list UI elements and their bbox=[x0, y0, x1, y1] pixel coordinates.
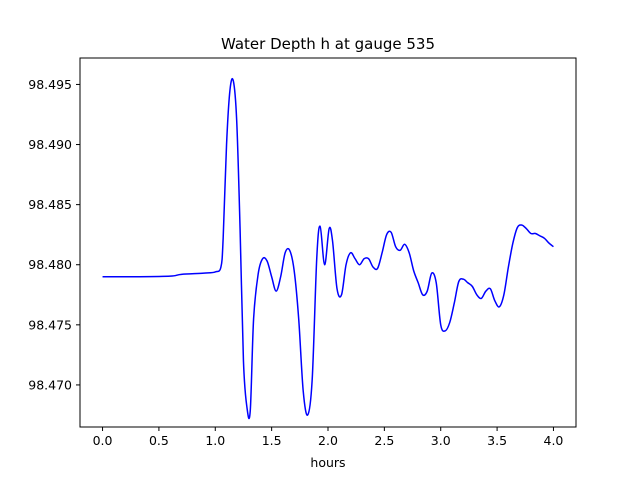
y-tick-label: 98.495 bbox=[28, 77, 72, 92]
x-tick-label: 2.5 bbox=[374, 433, 394, 448]
chart-title: Water Depth h at gauge 535 bbox=[221, 35, 435, 53]
x-tick-label: 2.0 bbox=[318, 433, 338, 448]
x-tick-label: 0.5 bbox=[149, 433, 169, 448]
y-tick-label: 98.480 bbox=[28, 257, 72, 272]
y-tick-label: 98.490 bbox=[28, 137, 72, 152]
y-tick-label: 98.470 bbox=[28, 377, 72, 392]
x-tick-label: 1.0 bbox=[205, 433, 225, 448]
series-line-0 bbox=[102, 77, 554, 420]
x-tick-label: 4.0 bbox=[544, 433, 564, 448]
x-axis-label: hours bbox=[310, 455, 345, 470]
x-axis-ticks: 0.0 0.5 1.0 1.5 2.0 2.5 3.0 3.5 4.0 bbox=[93, 427, 564, 448]
x-tick-label: 3.0 bbox=[431, 433, 451, 448]
plot-frame bbox=[79, 57, 577, 428]
y-tick-label: 98.475 bbox=[28, 317, 72, 332]
x-tick-label: 3.5 bbox=[487, 433, 507, 448]
series-layer bbox=[102, 77, 554, 420]
y-tick-label: 98.485 bbox=[28, 197, 72, 212]
x-tick-label: 1.5 bbox=[262, 433, 282, 448]
y-axis-ticks: 98.470 98.475 98.480 98.485 98.490 98.495 bbox=[28, 77, 80, 392]
x-tick-label: 0.0 bbox=[93, 433, 113, 448]
